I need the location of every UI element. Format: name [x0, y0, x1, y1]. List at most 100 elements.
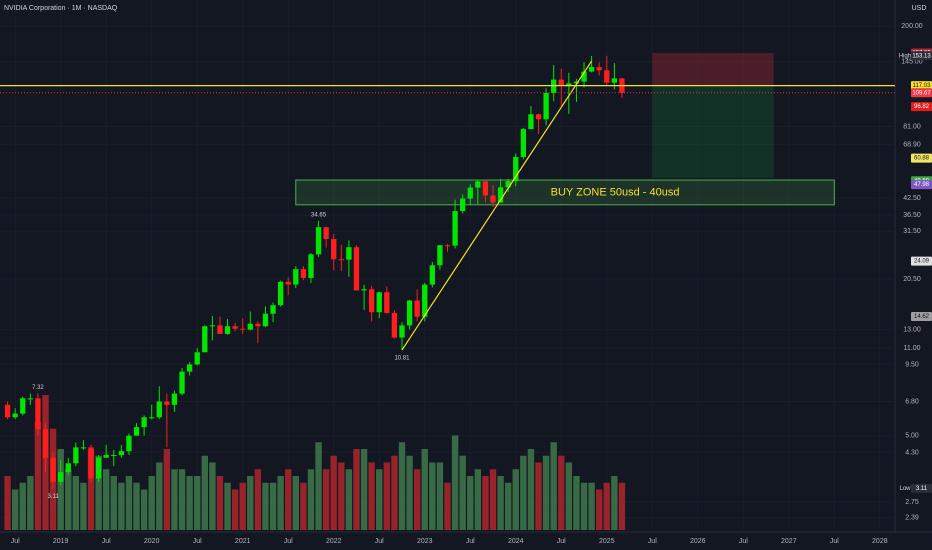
volume-bar — [330, 455, 337, 530]
candle-body — [224, 326, 231, 334]
volume-bar — [216, 476, 224, 530]
volume-bar — [391, 455, 398, 530]
candle-body — [361, 289, 367, 291]
candle-body — [490, 195, 496, 203]
x-tick-label: 2024 — [508, 538, 524, 545]
candle-body — [581, 71, 587, 82]
price-badge-label: 47.98 — [914, 182, 930, 188]
x-tick-label: 2022 — [326, 538, 342, 545]
candle-body — [353, 247, 360, 291]
candle-body — [437, 245, 443, 266]
candle-body — [460, 198, 466, 212]
price-badge-tag: Low — [899, 486, 911, 492]
price-badge-label: 3.11 — [916, 486, 928, 492]
volume-bar — [429, 462, 436, 530]
candle-body — [338, 259, 344, 261]
x-tick-label: Jul — [648, 538, 657, 545]
y-tick-label: 42.50 — [903, 195, 921, 202]
candle-body — [111, 455, 117, 457]
candle-body — [505, 181, 511, 188]
candle-body — [535, 114, 542, 120]
volume-bar — [27, 476, 34, 530]
volume-bar — [307, 469, 315, 530]
volume-bar — [383, 462, 391, 530]
x-tick-label: 2020 — [144, 538, 160, 545]
volume-bar — [489, 469, 497, 530]
candle-body — [452, 211, 458, 246]
extreme-label: 7.32 — [32, 385, 44, 391]
volume-bar — [338, 462, 345, 530]
volume-bar — [269, 482, 277, 530]
candle-body — [391, 312, 398, 338]
candle-body — [179, 371, 185, 394]
volume-bar — [239, 482, 246, 530]
volume-bar — [603, 482, 610, 530]
price-badge-label: 109.67 — [912, 90, 931, 96]
y-tick-label: 4.30 — [905, 449, 919, 456]
volume-bar — [421, 449, 428, 530]
y-tick-label: 36.50 — [903, 212, 921, 219]
x-tick-label: Jul — [557, 538, 566, 545]
y-tick-label: 5.00 — [905, 433, 919, 440]
volume-bar — [565, 462, 573, 530]
candle-body — [20, 398, 26, 414]
candle-body — [604, 70, 610, 83]
volume-bar — [504, 482, 512, 530]
volume-bar — [11, 489, 19, 530]
price-badge — [911, 88, 932, 98]
y-tick-label: 68.90 — [903, 141, 921, 148]
volume-bar — [178, 469, 186, 530]
volume-bar — [4, 476, 11, 530]
stop-zone — [652, 52, 774, 86]
candle-body — [133, 427, 140, 436]
volume-bar — [467, 476, 474, 530]
volume-bar — [573, 476, 580, 530]
x-tick-label: 2028 — [872, 538, 888, 545]
volume-bar — [580, 482, 588, 530]
volume-bar — [125, 476, 133, 530]
candle-body — [596, 67, 602, 71]
price-badge — [911, 81, 932, 91]
volume-bar — [277, 476, 284, 530]
candle-body — [262, 313, 269, 327]
candle-body — [285, 281, 291, 285]
y-tick-label: 9.50 — [905, 361, 919, 368]
volume-bar — [542, 455, 550, 530]
candle-body — [497, 187, 504, 203]
volume-bar — [140, 489, 148, 530]
candle-body — [240, 328, 246, 330]
volume-bar — [133, 482, 140, 530]
candle-body — [118, 451, 125, 456]
candle-body — [573, 81, 580, 84]
candle-body — [376, 292, 382, 313]
candle-body — [217, 325, 223, 334]
candle-body — [12, 413, 18, 418]
candle-body — [247, 323, 253, 330]
price-badge — [911, 180, 932, 190]
y-tick-label: 11.00 — [904, 345, 921, 352]
candle-body — [308, 254, 314, 278]
volume-bar — [406, 455, 413, 530]
volume-bar — [285, 469, 292, 530]
candle-body — [520, 129, 527, 158]
volume-bar — [322, 469, 330, 530]
volume-bar — [596, 489, 603, 530]
price-badge-label: 60.88 — [914, 156, 930, 162]
candle-body — [164, 401, 170, 405]
price-badge-label: 96.82 — [914, 104, 930, 110]
candle-body — [103, 455, 109, 458]
x-tick-label: Jul — [193, 538, 202, 545]
candle-body — [35, 398, 41, 430]
volume-bar — [156, 462, 163, 530]
chart-title: NVIDIA Corporation · 1M · NASDAQ — [4, 5, 118, 12]
volume-bar — [34, 422, 42, 530]
price-badge — [911, 312, 932, 322]
candle-body — [384, 292, 390, 313]
volume-bar — [474, 469, 482, 530]
candle-body — [73, 447, 79, 464]
volume-bar — [103, 469, 110, 530]
candle-body — [368, 289, 375, 313]
x-tick-label: Jul — [102, 538, 111, 545]
